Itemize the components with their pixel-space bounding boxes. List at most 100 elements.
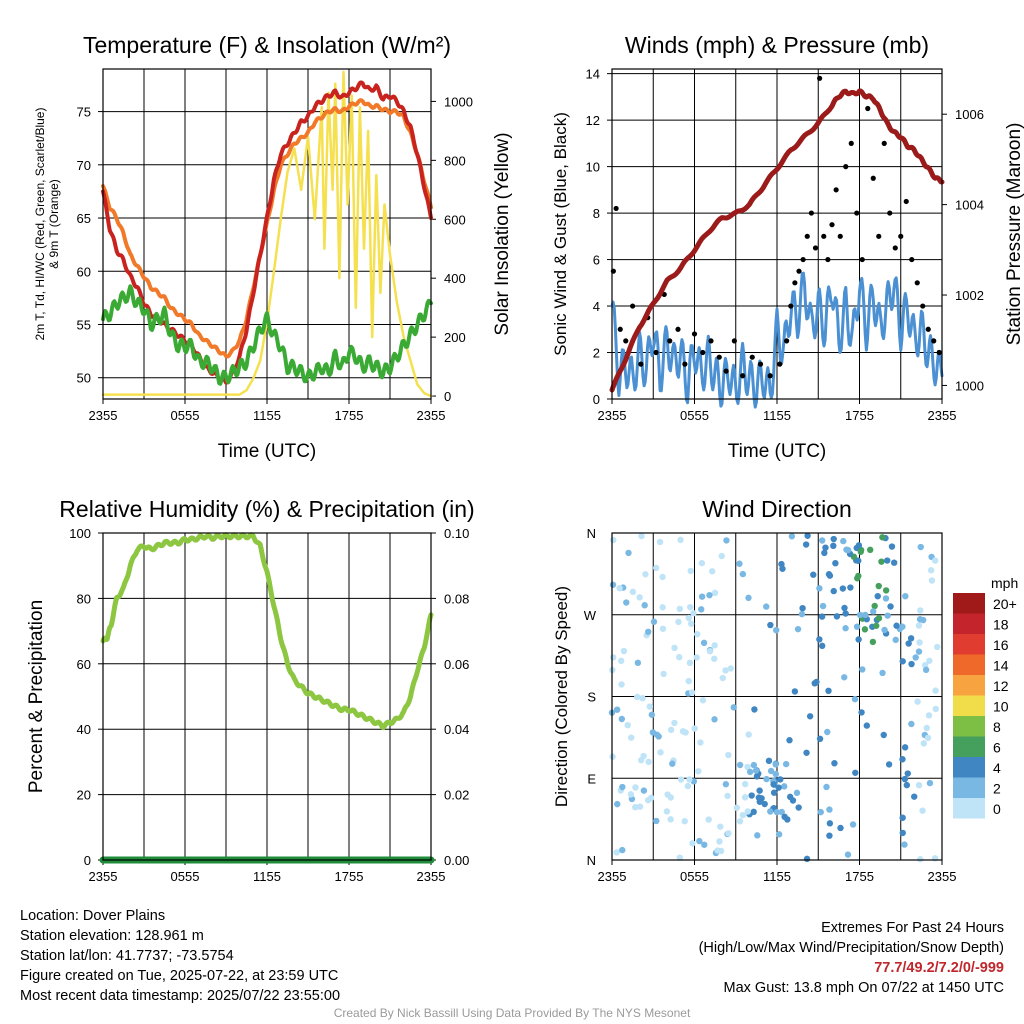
gust-point xyxy=(796,268,802,274)
legend-swatch xyxy=(953,695,985,716)
direction-point xyxy=(789,797,797,804)
direction-point xyxy=(669,760,676,767)
legend-label: 20+ xyxy=(993,596,1017,612)
direction-point xyxy=(899,814,906,821)
direction-point xyxy=(782,760,790,768)
gust-point xyxy=(682,361,688,367)
direction-point xyxy=(899,829,906,837)
direction-point xyxy=(698,593,706,600)
direction-point xyxy=(841,674,848,681)
direction-point xyxy=(837,824,844,832)
direction-point xyxy=(907,635,915,642)
direction-point xyxy=(685,614,693,622)
gust-point xyxy=(833,187,839,193)
y-axis-label: Percent & Precipitation xyxy=(26,600,47,793)
direction-point xyxy=(775,784,782,791)
direction-point xyxy=(884,557,891,564)
legend-swatch xyxy=(953,798,985,819)
direction-point xyxy=(927,567,935,574)
direction-point xyxy=(667,816,674,823)
direction-point xyxy=(903,781,911,789)
direction-point xyxy=(681,818,688,825)
direction-point xyxy=(816,636,823,643)
direction-point xyxy=(613,849,620,856)
y-tick-label: 8 xyxy=(593,206,600,221)
y2-tick-label: 600 xyxy=(444,212,466,227)
gust-point xyxy=(837,233,843,239)
x-tick-label: 0555 xyxy=(171,408,200,423)
direction-point xyxy=(881,626,888,634)
series-sonic-wind xyxy=(610,271,944,409)
direction-point xyxy=(676,653,683,661)
direction-point xyxy=(741,794,749,801)
direction-point xyxy=(632,803,639,811)
chart-title: Temperature (F) & Insolation (W/m²) xyxy=(83,32,451,58)
direction-point xyxy=(708,568,716,575)
direction-point xyxy=(656,538,664,546)
direction-point xyxy=(919,807,926,814)
direction-point xyxy=(858,709,865,716)
direction-point xyxy=(645,628,652,636)
direction-point xyxy=(620,647,628,655)
direction-point xyxy=(698,559,706,567)
direction-point xyxy=(677,776,685,783)
direction-point xyxy=(932,705,939,713)
direction-point xyxy=(833,613,841,620)
direction-point xyxy=(688,620,695,627)
direction-point xyxy=(855,542,863,549)
direction-point xyxy=(890,559,898,566)
direction-point xyxy=(723,537,730,544)
direction-point xyxy=(806,713,814,720)
legend-label: 16 xyxy=(993,637,1009,653)
direction-point xyxy=(727,665,734,672)
direction-point xyxy=(636,803,644,810)
direction-point xyxy=(824,728,831,736)
direction-point xyxy=(756,798,763,805)
direction-point xyxy=(810,571,817,578)
direction-point xyxy=(619,783,626,791)
direction-point xyxy=(799,604,806,612)
direction-point xyxy=(818,613,826,620)
x-tick-label: 1755 xyxy=(335,408,364,423)
direction-point xyxy=(706,647,714,655)
gust-point xyxy=(821,233,827,239)
y2-tick-label: 0.08 xyxy=(444,591,469,606)
direction-point xyxy=(788,533,796,540)
gust-point xyxy=(859,256,865,263)
direction-point xyxy=(924,734,932,742)
gust-point xyxy=(767,373,773,379)
direction-point xyxy=(739,811,747,819)
y-tick-label: S xyxy=(587,690,596,705)
gust-point xyxy=(936,349,942,356)
direction-point xyxy=(826,820,834,827)
direction-point xyxy=(636,594,643,601)
direction-point xyxy=(933,643,941,651)
direction-point xyxy=(922,666,930,674)
y-axis-label: Direction (Colored By Speed) xyxy=(552,586,571,807)
legend-label: 14 xyxy=(993,658,1009,674)
gust-point xyxy=(716,354,722,360)
direction-point xyxy=(874,592,881,600)
legend-label: 8 xyxy=(993,719,1001,735)
legend-label: 18 xyxy=(993,617,1009,633)
direction-point xyxy=(714,847,721,854)
direction-point xyxy=(925,712,933,719)
gust-point xyxy=(617,326,623,332)
gust-point xyxy=(757,361,764,367)
direction-point xyxy=(693,654,700,661)
gust-point xyxy=(931,338,937,344)
y2-tick-label: 1000 xyxy=(444,94,473,109)
direction-point xyxy=(767,767,775,775)
y-tick-label: 50 xyxy=(77,371,91,386)
recent-timestamp: Most recent data timestamp: 2025/07/22 2… xyxy=(20,988,341,1004)
x-tick-label: 2355 xyxy=(928,869,957,884)
y-tick-label: 70 xyxy=(77,158,91,173)
x-tick-label: 0555 xyxy=(680,869,709,884)
x-axis-label: Time (UTC) xyxy=(218,441,317,462)
direction-point xyxy=(915,781,923,789)
direction-point xyxy=(711,589,719,597)
x-tick-label: 0555 xyxy=(680,408,709,423)
y-tick-label: 10 xyxy=(586,160,600,175)
direction-point xyxy=(855,572,862,580)
direction-point xyxy=(926,657,933,664)
